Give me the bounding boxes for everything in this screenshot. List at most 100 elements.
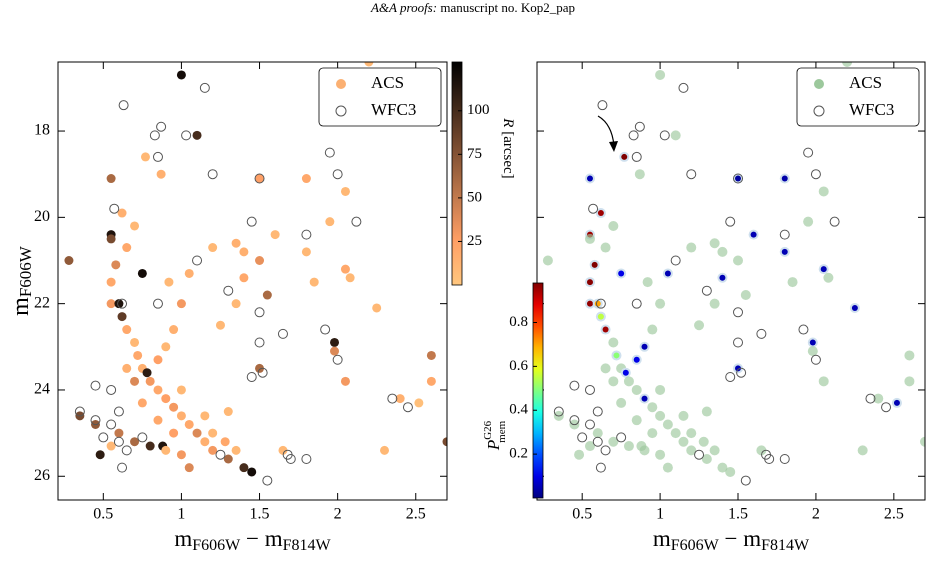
wfc3-point	[628, 130, 639, 141]
acs-point	[153, 385, 163, 395]
colorbar-label-main: P	[484, 440, 503, 451]
member-point	[851, 304, 858, 311]
acs-point	[426, 350, 436, 360]
acs-point	[161, 445, 171, 455]
acs-point	[231, 238, 241, 248]
acs-point	[220, 437, 230, 447]
acs-point	[670, 428, 681, 439]
wfc3-point	[803, 147, 814, 158]
colorbar-label: R [arcsec]	[500, 117, 516, 178]
wfc3-point	[733, 337, 744, 348]
acs-point	[639, 445, 650, 456]
acs-point	[111, 260, 121, 270]
acs-point	[574, 449, 585, 460]
legend-label: WFC3	[849, 100, 894, 119]
acs-point	[414, 398, 424, 408]
acs-point	[106, 299, 116, 309]
y-tick-label: 20	[34, 208, 50, 225]
acs-point	[823, 272, 834, 283]
x-tick-label: 2.5	[884, 506, 904, 523]
member-point	[594, 300, 601, 307]
acs-point	[542, 255, 553, 266]
header-journal: A&A proofs:	[370, 0, 437, 15]
wfc3-point	[121, 445, 132, 456]
acs-point	[631, 415, 642, 426]
acs-point	[426, 376, 436, 386]
member-point	[602, 326, 609, 333]
wfc3-point	[301, 454, 312, 465]
x-label-main: m	[653, 526, 671, 551]
acs-point	[709, 298, 720, 309]
acs-point	[686, 242, 697, 253]
acs-point	[694, 320, 705, 331]
wfc3-point	[320, 324, 331, 335]
acs-point	[130, 376, 140, 386]
acs-point	[364, 62, 374, 67]
wfc3-point	[223, 285, 234, 296]
colorbar-tick-label: 100	[467, 102, 490, 118]
acs-point	[231, 299, 241, 309]
acs-point	[114, 299, 124, 309]
acs-point	[142, 368, 152, 378]
wfc3-point	[215, 449, 226, 460]
wfc3-point	[152, 151, 163, 162]
acs-point	[130, 437, 140, 447]
wfc3-point	[118, 100, 129, 111]
acs-point	[145, 376, 155, 386]
wfc3-point	[285, 454, 296, 465]
acs-point	[372, 303, 382, 313]
x-label-main: − m	[719, 526, 761, 551]
acs-point	[106, 174, 116, 184]
colorbar-label-part: R	[500, 117, 516, 127]
member-point	[586, 279, 593, 286]
acs-point	[787, 277, 798, 288]
x-tick-label: 1.5	[728, 506, 748, 523]
acs-point	[231, 445, 241, 455]
wfc3-point	[779, 454, 790, 465]
acs-point	[184, 463, 194, 473]
member-point	[621, 153, 628, 160]
wfc3-point	[694, 449, 705, 460]
colorbar-label-part: [arcsec]	[500, 127, 516, 178]
acs-point	[122, 363, 132, 373]
wfc3-point	[324, 147, 335, 158]
member-point	[633, 356, 640, 363]
acs-point	[655, 410, 666, 421]
acs-point	[156, 169, 166, 179]
acs-point	[340, 376, 350, 386]
acs-point	[130, 337, 140, 347]
y-tick-label: 22	[34, 294, 50, 311]
acs-point	[239, 273, 249, 283]
acs-point	[756, 445, 767, 456]
x-tick-label: 1	[656, 506, 664, 523]
acs-point	[717, 462, 728, 473]
x-axis-label: mF606W − mF814W	[174, 526, 331, 553]
x-label-sub: F814W	[283, 537, 332, 554]
acs-point	[584, 441, 595, 452]
acs-point	[647, 324, 658, 335]
colorbar-label: PG26 mem	[482, 420, 508, 451]
acs-point	[442, 437, 447, 447]
wfc3-point	[254, 337, 265, 348]
acs-point	[137, 268, 147, 278]
acs-point	[161, 394, 171, 404]
wfc3-point	[90, 380, 101, 391]
x-label-sub: F814W	[761, 537, 810, 554]
acs-point	[114, 428, 124, 438]
acs-point	[655, 298, 666, 309]
acs-point	[740, 290, 751, 301]
wfc3-point	[764, 454, 775, 465]
wfc3-point	[659, 130, 670, 141]
member-point	[591, 261, 598, 268]
wfc3-point	[569, 380, 580, 391]
colorbar-tick-label: 25	[467, 233, 482, 249]
wfc3-point	[351, 216, 362, 227]
legend-box	[796, 67, 920, 127]
acs-point	[255, 256, 265, 266]
wfc3-point	[74, 406, 85, 417]
colorbar	[532, 282, 544, 499]
acs-point	[176, 299, 186, 309]
member-point	[641, 395, 648, 402]
x-axis-label: mF606W − mF814W	[653, 526, 810, 553]
member-point	[735, 175, 742, 182]
